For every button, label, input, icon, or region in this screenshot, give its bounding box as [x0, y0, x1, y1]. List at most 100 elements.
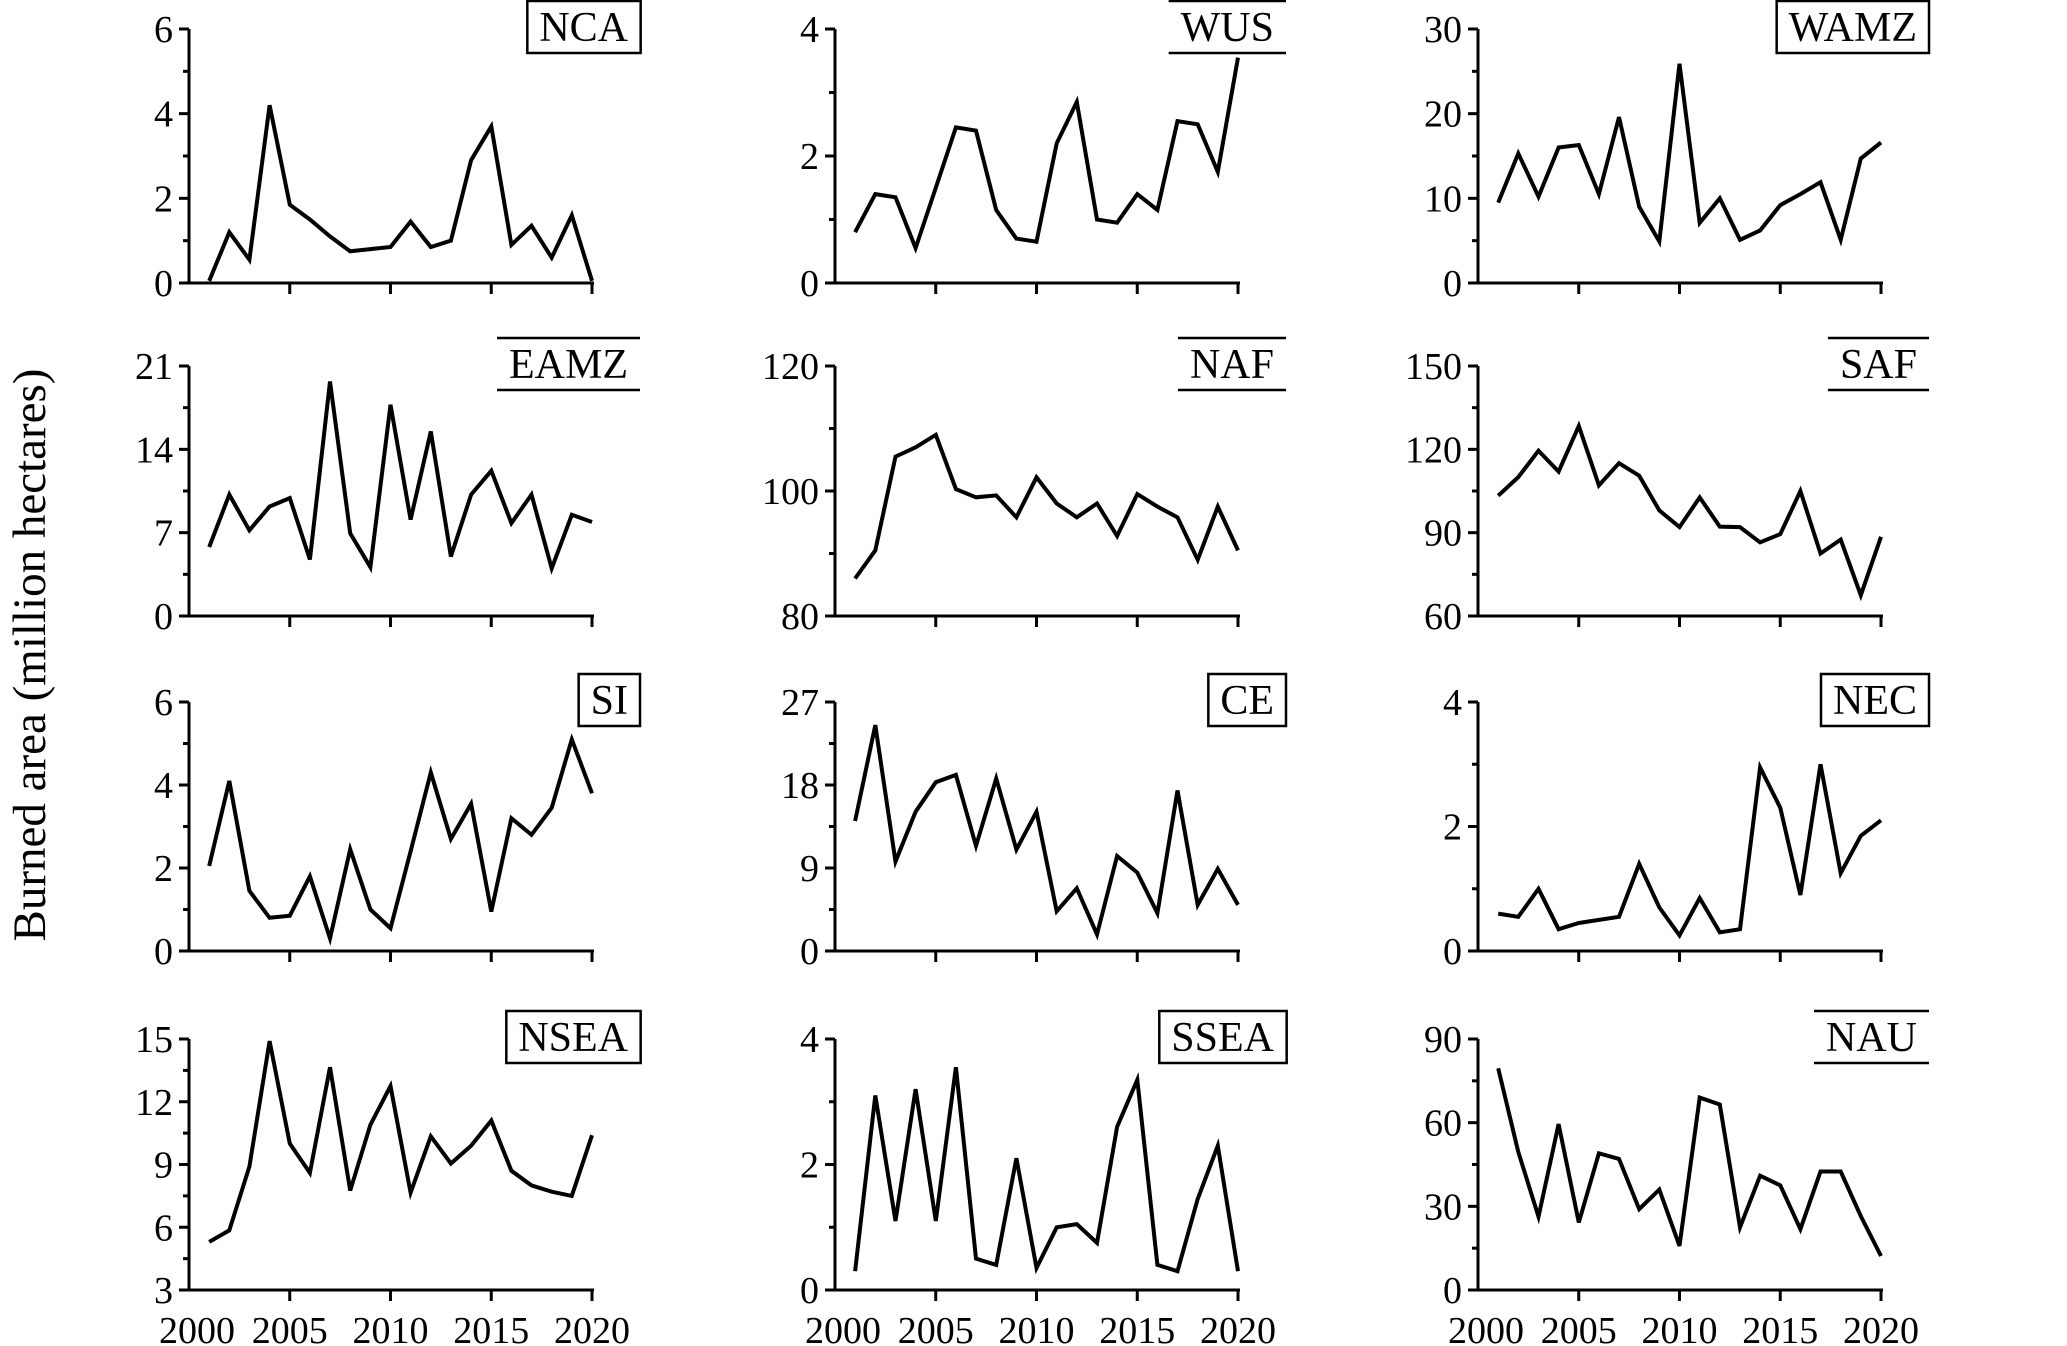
- x-tick-label: 2005: [898, 1310, 974, 1346]
- x-tick-label: 2010: [1642, 1310, 1718, 1346]
- region-label: EAMZ: [509, 342, 628, 388]
- y-tick-label: 0: [800, 931, 819, 973]
- x-tick-label: 2000: [1448, 1310, 1524, 1346]
- y-tick-label: 4: [154, 765, 173, 807]
- region-label: WAMZ: [1789, 5, 1917, 51]
- subplot-EAMZ: 0 7 14 21 EAMZ: [135, 336, 640, 638]
- x-tick-label: 2015: [1099, 1310, 1175, 1346]
- y-tick-label: 0: [154, 263, 173, 305]
- x-tick-label: 2015: [453, 1310, 529, 1346]
- y-tick-label: 4: [154, 94, 173, 136]
- y-tick-label: 90: [1424, 513, 1462, 555]
- y-tick-label: 6: [154, 9, 173, 51]
- y-tick-label: 2: [154, 178, 173, 220]
- y-tick-label: 2: [800, 136, 819, 178]
- y-tick-label: 4: [1443, 682, 1462, 724]
- axis-lines: [1476, 702, 1883, 953]
- region-label: NAF: [1190, 342, 1274, 388]
- subplot-NAU: 0 30 60 90 2000 2005 2010 2015 2020 NAU: [1424, 1009, 1929, 1346]
- y-tick-label: 9: [800, 848, 819, 890]
- subplot-SAF: 60 90 120 150 SAF: [1405, 336, 1929, 638]
- region-label-box: [1158, 1009, 1288, 1065]
- data-line: [207, 381, 593, 575]
- subplot-NAF: 80 100 120 NAF: [762, 336, 1286, 638]
- data-line: [853, 57, 1240, 254]
- y-tick-label: 21: [135, 346, 173, 388]
- x-tick-label: 2015: [1742, 1310, 1818, 1346]
- y-tick-label: 60: [1424, 1103, 1462, 1145]
- region-label: SI: [591, 678, 628, 724]
- region-label: NCA: [539, 5, 628, 51]
- y-tick-label: 0: [800, 263, 819, 305]
- data-line: [208, 1040, 594, 1244]
- y-tick-label: 2: [1443, 807, 1462, 849]
- x-tick-label: 2020: [1843, 1310, 1919, 1346]
- region-label-box: [1207, 672, 1288, 728]
- region-label-box: [1819, 672, 1931, 728]
- x-tick-label: 2020: [554, 1310, 630, 1346]
- region-label-box: [1775, 0, 1931, 55]
- y-tick-label: 100: [762, 471, 819, 513]
- region-label: NEC: [1833, 678, 1917, 724]
- subplot-NSEA: 3 6 9 12 15 2000 2005 2010 2015 2020 NSEA: [135, 1009, 642, 1346]
- y-tick-label: 9: [154, 1145, 173, 1187]
- y-tick-label: 0: [800, 1270, 819, 1312]
- region-label-box: [577, 672, 642, 728]
- y-tick-label: 6: [154, 1207, 173, 1249]
- x-tick-label: 2000: [805, 1310, 881, 1346]
- x-tick-label: 2010: [999, 1310, 1075, 1346]
- y-tick-label: 90: [1424, 1019, 1462, 1061]
- y-tick-label: 6: [154, 682, 173, 724]
- y-axis-title: Burned area (million hectares): [4, 368, 56, 942]
- subplot-NCA: 0 2 4 6 NCA: [154, 0, 642, 305]
- y-tick-label: 14: [135, 429, 173, 471]
- axis-lines: [1476, 1039, 1883, 1292]
- axis-lines: [833, 1039, 1240, 1292]
- y-tick-label: 0: [154, 931, 173, 973]
- y-tick-label: 27: [781, 682, 819, 724]
- y-tick-label: 20: [1424, 94, 1462, 136]
- y-tick-label: 0: [1443, 263, 1462, 305]
- region-label: CE: [1220, 678, 1274, 724]
- y-tick-label: 30: [1424, 1186, 1462, 1228]
- x-tick-label: 2000: [159, 1310, 235, 1346]
- y-tick-label: 4: [800, 1019, 819, 1061]
- y-tick-label: 30: [1424, 9, 1462, 51]
- region-label-box: [505, 1009, 642, 1065]
- subplot-CE: 0 9 18 27 CE: [781, 672, 1288, 973]
- data-line: [1496, 1067, 1883, 1257]
- data-line: [853, 431, 1240, 580]
- region-label: SSEA: [1171, 1015, 1274, 1061]
- region-label: NAU: [1826, 1015, 1917, 1061]
- x-tick-label: 2005: [1541, 1310, 1617, 1346]
- y-tick-label: 2: [800, 1145, 819, 1187]
- data-line: [853, 1066, 1240, 1275]
- region-label: SAF: [1840, 342, 1917, 388]
- y-tick-label: 150: [1405, 346, 1462, 388]
- subplot-WUS: 0 2 4 WUS: [800, 0, 1286, 305]
- y-tick-label: 15: [135, 1019, 173, 1061]
- y-tick-label: 7: [154, 513, 173, 555]
- y-tick-label: 12: [135, 1082, 173, 1124]
- data-line: [1496, 420, 1883, 602]
- axis-lines: [1476, 366, 1883, 618]
- data-line: [207, 104, 594, 282]
- y-tick-label: 80: [781, 596, 819, 638]
- region-label: WUS: [1181, 5, 1274, 51]
- y-tick-label: 0: [154, 596, 173, 638]
- data-line: [853, 724, 1240, 941]
- axis-lines: [833, 29, 1240, 285]
- y-tick-label: 0: [1443, 931, 1462, 973]
- x-tick-label: 2005: [252, 1310, 328, 1346]
- y-tick-label: 18: [781, 765, 819, 807]
- y-tick-label: 4: [800, 9, 819, 51]
- axis-lines: [187, 366, 594, 618]
- y-tick-label: 2: [154, 848, 173, 890]
- y-tick-label: 120: [1405, 429, 1462, 471]
- region-label-box: [526, 0, 642, 55]
- data-line: [1497, 760, 1883, 940]
- data-line: [1496, 63, 1883, 248]
- axis-lines: [833, 366, 1240, 618]
